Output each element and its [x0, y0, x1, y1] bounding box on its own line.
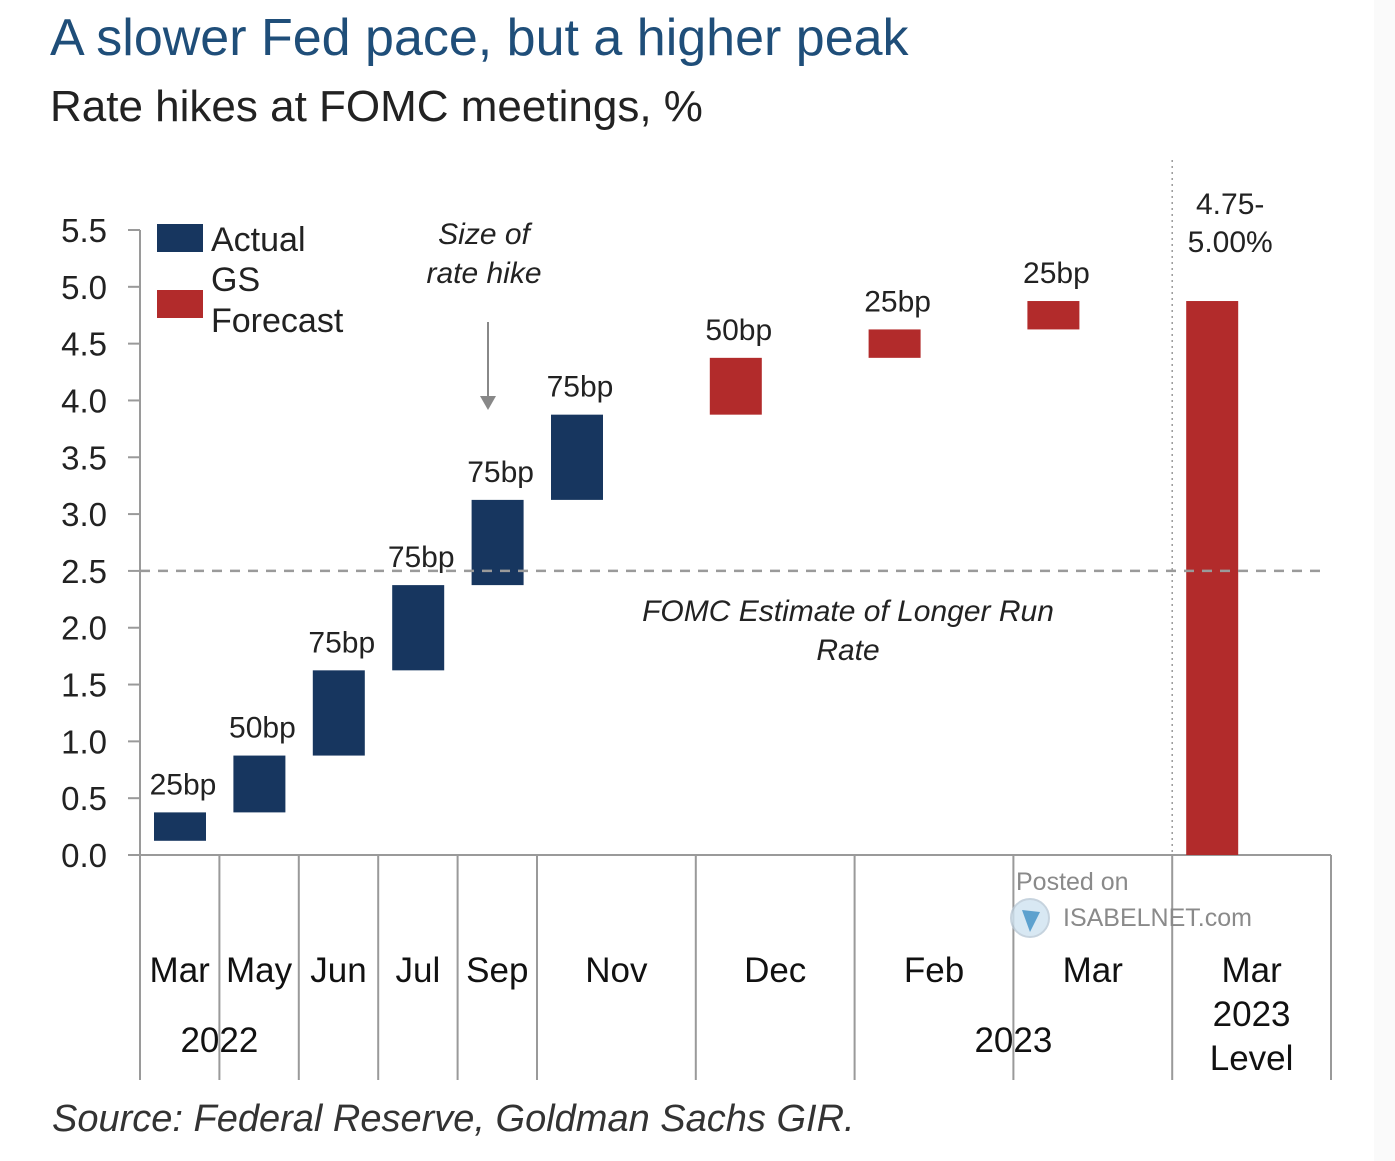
bar-actual [233, 755, 286, 813]
x-category-label: 2023 [1213, 995, 1291, 1034]
background-strip [1374, 0, 1395, 1161]
bar-value-label: 75bp [388, 541, 455, 574]
x-category-label: Jun [310, 951, 366, 990]
y-tick-label: 1.0 [61, 723, 107, 760]
bar-forecast [1186, 301, 1239, 856]
y-tick-label: 4.5 [61, 326, 107, 363]
legend-label-forecast: Forecast [211, 302, 344, 340]
x-category-label: Mar [1221, 951, 1282, 990]
bar-forecast [868, 329, 921, 358]
x-category-label: May [226, 951, 293, 990]
y-tick-label: 0.0 [61, 837, 107, 874]
bar-value-label: 25bp [150, 768, 217, 801]
reference-line-label: FOMC Estimate of Longer Run [642, 595, 1054, 628]
bar-value-label: 75bp [547, 371, 614, 404]
y-tick-label: 3.5 [61, 439, 107, 476]
y-tick-label: 1.5 [61, 667, 107, 704]
x-category-label: Sep [466, 951, 528, 990]
watermark-text: ISABELNET.com [1063, 904, 1252, 932]
bar-value-label: 25bp [864, 285, 931, 318]
bar-value-label: 25bp [1023, 257, 1090, 290]
bar-value-label: 50bp [229, 712, 296, 745]
bar-value-label: 75bp [467, 456, 534, 489]
chart-title: A slower Fed pace, but a higher peak [50, 9, 909, 67]
bar-actual [312, 670, 365, 756]
legend-label-actual: Actual [211, 221, 306, 259]
x-year-label: 2023 [974, 1021, 1052, 1060]
x-category-label: Mar [1063, 951, 1124, 990]
legend-label-forecast: GS [211, 261, 260, 299]
x-category-label: Jul [396, 951, 441, 990]
x-category-label: Level [1210, 1039, 1294, 1078]
legend-swatch-actual [157, 224, 203, 252]
reference-line-label: Rate [816, 634, 879, 667]
annotation-arrow-head-icon [480, 396, 496, 410]
x-year-label: 2022 [180, 1021, 258, 1060]
y-tick-label: 2.0 [61, 610, 107, 647]
bar-actual [471, 499, 524, 586]
annotation-text: rate hike [426, 257, 541, 290]
bar-forecast [1027, 301, 1080, 330]
bar-actual [551, 414, 603, 500]
x-category-label: Nov [585, 951, 648, 990]
legend-swatch-forecast [157, 290, 203, 318]
y-tick-label: 5.0 [61, 269, 107, 306]
x-category-label: Feb [904, 951, 964, 990]
annotation-text: Size of [438, 218, 532, 251]
y-tick-label: 4.0 [61, 382, 107, 419]
bar-value-label: 4.75- [1196, 188, 1264, 221]
x-category-label: Dec [744, 951, 806, 990]
source-note: Source: Federal Reserve, Goldman Sachs G… [52, 1098, 855, 1140]
y-tick-label: 0.5 [61, 780, 107, 817]
watermark-text: Posted on [1016, 868, 1129, 896]
watermark-globe-icon [1022, 910, 1040, 932]
bar-value-label: 50bp [705, 314, 772, 347]
bar-actual [154, 812, 206, 841]
y-tick-label: 3.0 [61, 496, 107, 533]
chart-subtitle: Rate hikes at FOMC meetings, % [50, 82, 703, 131]
x-category-label: Mar [150, 951, 211, 990]
y-tick-label: 5.5 [61, 212, 107, 249]
bar-value-label: 5.00% [1188, 226, 1273, 259]
bar-actual [392, 585, 445, 671]
bar-value-label: 75bp [308, 626, 375, 659]
y-tick-label: 2.5 [61, 553, 107, 590]
bar-forecast [709, 357, 762, 415]
